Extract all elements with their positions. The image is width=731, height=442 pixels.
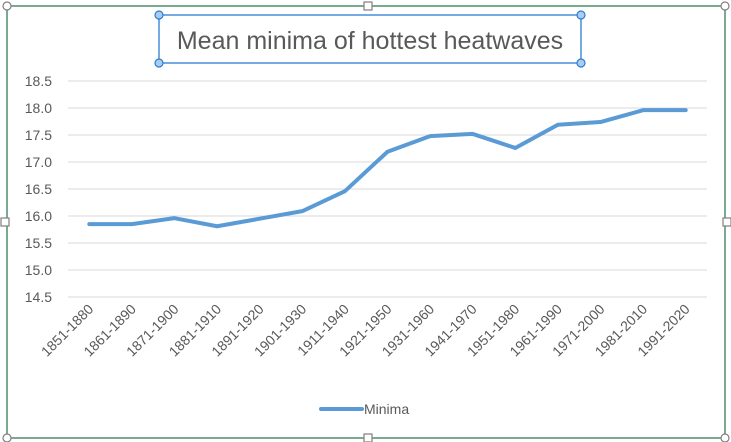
chart-resize-handle[interactable] — [2, 1, 12, 11]
y-tick-label: 16.0 — [25, 208, 52, 224]
y-tick-label: 17.5 — [25, 127, 52, 143]
y-tick-label: 15.0 — [25, 262, 52, 278]
data-point[interactable] — [343, 189, 347, 193]
y-tick-label: 15.5 — [25, 235, 52, 251]
data-point[interactable] — [300, 209, 304, 213]
data-point[interactable] — [173, 216, 177, 220]
chart-resize-handle[interactable] — [720, 1, 730, 11]
title-resize-handle[interactable] — [154, 58, 164, 68]
y-tick-label: 18.5 — [25, 73, 52, 89]
chart-resize-handle[interactable] — [363, 433, 373, 442]
data-point[interactable] — [471, 132, 475, 136]
y-tick-label: 17.0 — [25, 154, 52, 170]
title-resize-handle[interactable] — [154, 10, 164, 20]
y-tick-label: 16.5 — [25, 181, 52, 197]
chart-area-border[interactable] — [6, 5, 726, 439]
data-point[interactable] — [130, 222, 134, 226]
chart-title[interactable]: Mean minima of hottest heatwaves — [177, 27, 563, 55]
chart-resize-handle[interactable] — [2, 433, 12, 442]
data-point[interactable] — [87, 222, 91, 226]
data-point[interactable] — [513, 146, 517, 150]
title-resize-handle[interactable] — [576, 58, 586, 68]
y-tick-label: 14.5 — [25, 289, 52, 305]
chart-resize-handle[interactable] — [722, 217, 731, 227]
title-selection-box[interactable] — [158, 14, 582, 64]
data-point[interactable] — [556, 123, 560, 127]
data-point[interactable] — [641, 108, 645, 112]
data-point[interactable] — [684, 108, 688, 112]
series-line-minima[interactable] — [87, 108, 688, 229]
data-point[interactable] — [599, 120, 603, 124]
chart-resize-handle[interactable] — [363, 1, 373, 11]
data-point[interactable] — [386, 150, 390, 154]
title-resize-handle[interactable] — [576, 10, 586, 20]
legend-label[interactable]: Minima — [364, 401, 409, 417]
chart-resize-handle[interactable] — [720, 433, 730, 442]
data-point[interactable] — [258, 217, 262, 221]
chart-resize-handle[interactable] — [0, 217, 10, 227]
data-point[interactable] — [428, 134, 432, 138]
y-tick-label: 18.0 — [25, 100, 52, 116]
data-point[interactable] — [215, 224, 219, 228]
